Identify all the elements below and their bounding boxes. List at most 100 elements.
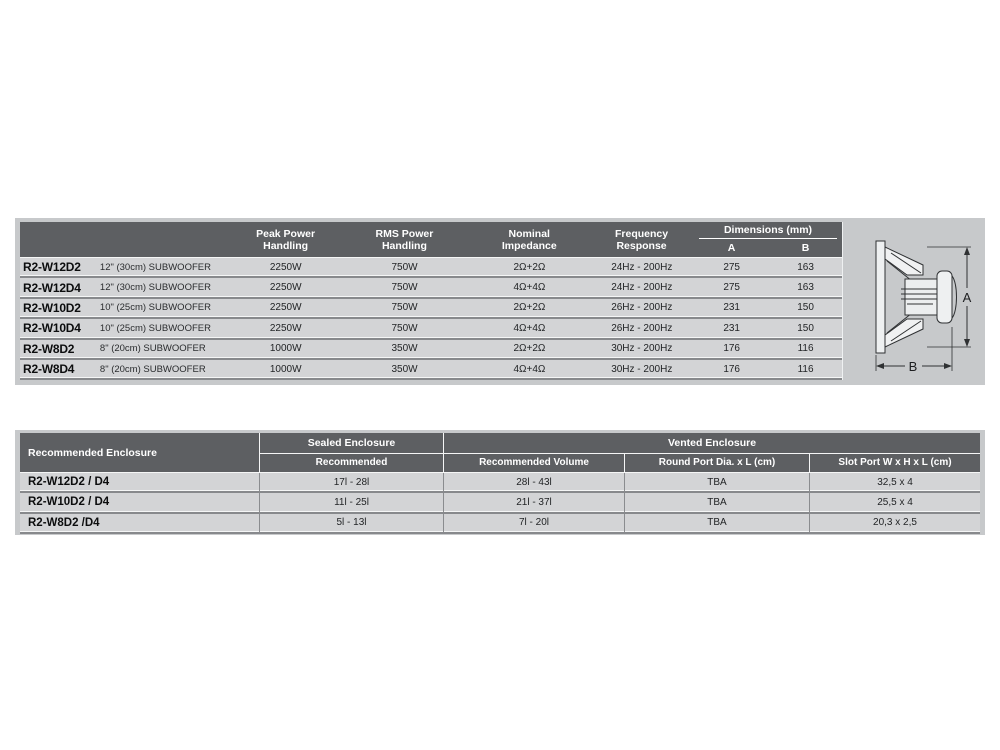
peak-power-cell: 1000W bbox=[269, 363, 302, 375]
vented-volume-cell: 21l - 37l bbox=[443, 493, 624, 512]
model-cell: R2-W10D4 bbox=[23, 321, 81, 336]
spec-table-header: Peak Power Handling RMS Power Handling N… bbox=[20, 222, 842, 258]
enclosure-table-header: Recommended Enclosure Sealed Enclosure V… bbox=[20, 433, 980, 473]
dim-b-label-bg bbox=[905, 357, 922, 374]
description-cell: 12" (30cm) SUBWOOFER bbox=[99, 261, 211, 273]
coil-block-shape bbox=[904, 278, 938, 316]
dim-b-cell: 150 bbox=[797, 302, 814, 314]
table-row: R2-W10D2 / D4 11l - 25l 21l - 37l TBA 25… bbox=[20, 493, 980, 514]
description-cell: 8" (20cm) SUBWOOFER bbox=[99, 343, 206, 355]
header-dim-b: B bbox=[801, 242, 810, 254]
table-row: R2-W8D4 8" (20cm) SUBWOOFER 1000W 350W 4… bbox=[20, 359, 842, 381]
sealed-recommended-cell: 17l - 28l bbox=[259, 473, 443, 492]
round-port-cell: TBA bbox=[624, 493, 809, 512]
model-cell: R2-W8D2 /D4 bbox=[28, 516, 100, 529]
flange-shape bbox=[875, 240, 886, 354]
table-row: R2-W10D2 10" (25cm) SUBWOOFER 2250W 750W… bbox=[20, 298, 842, 320]
dim-a-ticks bbox=[927, 246, 971, 348]
subwoofer-side-view-diagram: A B bbox=[875, 240, 975, 374]
peak-power-cell: 2250W bbox=[269, 261, 302, 273]
header-vented-enclosure: Vented Enclosure bbox=[443, 433, 980, 453]
impedance-cell: 4Ω+4Ω bbox=[513, 363, 546, 375]
dim-b-ticks bbox=[875, 327, 953, 371]
impedance-cell: 4Ω+4Ω bbox=[513, 282, 546, 294]
dim-b-cell: 163 bbox=[797, 282, 814, 294]
peak-power-cell: 2250W bbox=[269, 322, 302, 334]
table-row: R2-W12D2 12" (30cm) SUBWOOFER 2250W 750W… bbox=[20, 258, 842, 279]
table-row: R2-W10D4 10" (25cm) SUBWOOFER 2250W 750W… bbox=[20, 319, 842, 340]
impedance-cell: 2Ω+2Ω bbox=[513, 343, 546, 355]
model-cell: R2-W10D2 / D4 bbox=[28, 496, 110, 509]
model-cell: R2-W12D4 bbox=[23, 280, 81, 295]
spec-table-card: Peak Power Handling RMS Power Handling N… bbox=[15, 218, 985, 385]
rms-power-cell: 750W bbox=[391, 261, 418, 273]
model-cell: R2-W8D2 bbox=[23, 341, 75, 356]
terminal-lines bbox=[901, 288, 937, 305]
description-cell: 8" (20cm) SUBWOOFER bbox=[99, 363, 206, 375]
frequency-cell: 26Hz - 200Hz bbox=[611, 322, 673, 334]
model-cell: R2-W8D4 bbox=[23, 362, 75, 377]
magnet-shape bbox=[936, 270, 953, 324]
dim-a-cell: 176 bbox=[723, 343, 740, 355]
rms-power-cell: 750W bbox=[391, 302, 418, 314]
header-sealed-recommended: Recommended bbox=[259, 452, 443, 472]
round-port-cell: TBA bbox=[624, 473, 809, 492]
dim-b-cell: 116 bbox=[797, 343, 814, 355]
rms-power-cell: 750W bbox=[391, 282, 418, 294]
dim-a-cell: 275 bbox=[723, 261, 740, 273]
round-port-cell: TBA bbox=[624, 513, 809, 532]
header-dimensions: Dimensions (mm) bbox=[699, 223, 837, 239]
header-description-spacer bbox=[100, 222, 232, 257]
frequency-cell: 30Hz - 200Hz bbox=[611, 363, 673, 375]
slot-port-cell: 20,3 x 2,5 bbox=[809, 513, 980, 532]
frequency-cell: 24Hz - 200Hz bbox=[611, 261, 673, 273]
rms-power-cell: 350W bbox=[391, 363, 418, 375]
dim-b-cell: 116 bbox=[797, 363, 814, 375]
dim-a-cell: 176 bbox=[723, 363, 740, 375]
sealed-recommended-cell: 5l - 13l bbox=[259, 513, 443, 532]
dim-b-cell: 150 bbox=[797, 322, 814, 334]
impedance-cell: 4Ω+4Ω bbox=[513, 322, 546, 334]
dimension-a-label: A bbox=[963, 290, 972, 305]
dim-a-cell: 231 bbox=[723, 322, 740, 334]
description-cell: 12" (30cm) SUBWOOFER bbox=[99, 282, 211, 294]
table-row: R2-W8D2 8" (20cm) SUBWOOFER 1000W 350W 2… bbox=[20, 339, 842, 360]
model-cell: R2-W12D2 / D4 bbox=[28, 476, 110, 489]
model-cell: R2-W10D2 bbox=[23, 300, 81, 315]
rms-power-cell: 750W bbox=[391, 322, 418, 334]
model-cell: R2-W12D2 bbox=[23, 260, 81, 275]
slot-port-cell: 32,5 x 4 bbox=[809, 473, 980, 492]
dim-b-arrow-right bbox=[944, 363, 952, 369]
header-rms-power: RMS Power Handling bbox=[375, 227, 434, 252]
header-dimensions-group: Dimensions (mm) A B bbox=[694, 222, 842, 257]
dim-a-cell: 275 bbox=[723, 282, 740, 294]
header-model-spacer bbox=[20, 222, 100, 257]
header-nominal-impedance: Nominal Impedance bbox=[501, 227, 557, 252]
dim-a-arrow-top bbox=[964, 247, 970, 255]
header-recommended-volume: Recommended Volume bbox=[443, 452, 624, 472]
vented-volume-cell: 7l - 20l bbox=[443, 513, 624, 532]
peak-power-cell: 2250W bbox=[269, 282, 302, 294]
sealed-recommended-cell: 11l - 25l bbox=[259, 493, 443, 512]
magnet-bulge-line bbox=[951, 275, 957, 319]
header-recommended-enclosure: Recommended Enclosure bbox=[28, 446, 157, 459]
dim-b-arrow-left bbox=[876, 363, 884, 369]
header-peak-power: Peak Power Handling bbox=[256, 227, 316, 252]
header-sealed-enclosure: Sealed Enclosure bbox=[259, 433, 443, 453]
table-row: R2-W12D2 / D4 17l - 28l 28l - 43l TBA 32… bbox=[20, 473, 980, 494]
peak-power-cell: 2250W bbox=[269, 302, 302, 314]
cone-lines bbox=[886, 252, 922, 342]
dimension-b-label: B bbox=[909, 359, 918, 374]
dimension-diagram-panel: A B bbox=[845, 223, 983, 380]
dim-a-label-bg bbox=[959, 288, 975, 306]
table-row: R2-W8D2 /D4 5l - 13l 7l - 20l TBA 20,3 x… bbox=[20, 513, 980, 534]
rms-power-cell: 350W bbox=[391, 343, 418, 355]
spec-table: Peak Power Handling RMS Power Handling N… bbox=[20, 222, 843, 381]
frequency-cell: 26Hz - 200Hz bbox=[611, 302, 673, 314]
header-dim-a: A bbox=[727, 242, 736, 254]
slot-port-cell: 25,5 x 4 bbox=[809, 493, 980, 512]
frequency-cell: 30Hz - 200Hz bbox=[611, 343, 673, 355]
impedance-cell: 2Ω+2Ω bbox=[513, 261, 546, 273]
table-row: R2-W12D4 12" (30cm) SUBWOOFER 2250W 750W… bbox=[20, 278, 842, 299]
